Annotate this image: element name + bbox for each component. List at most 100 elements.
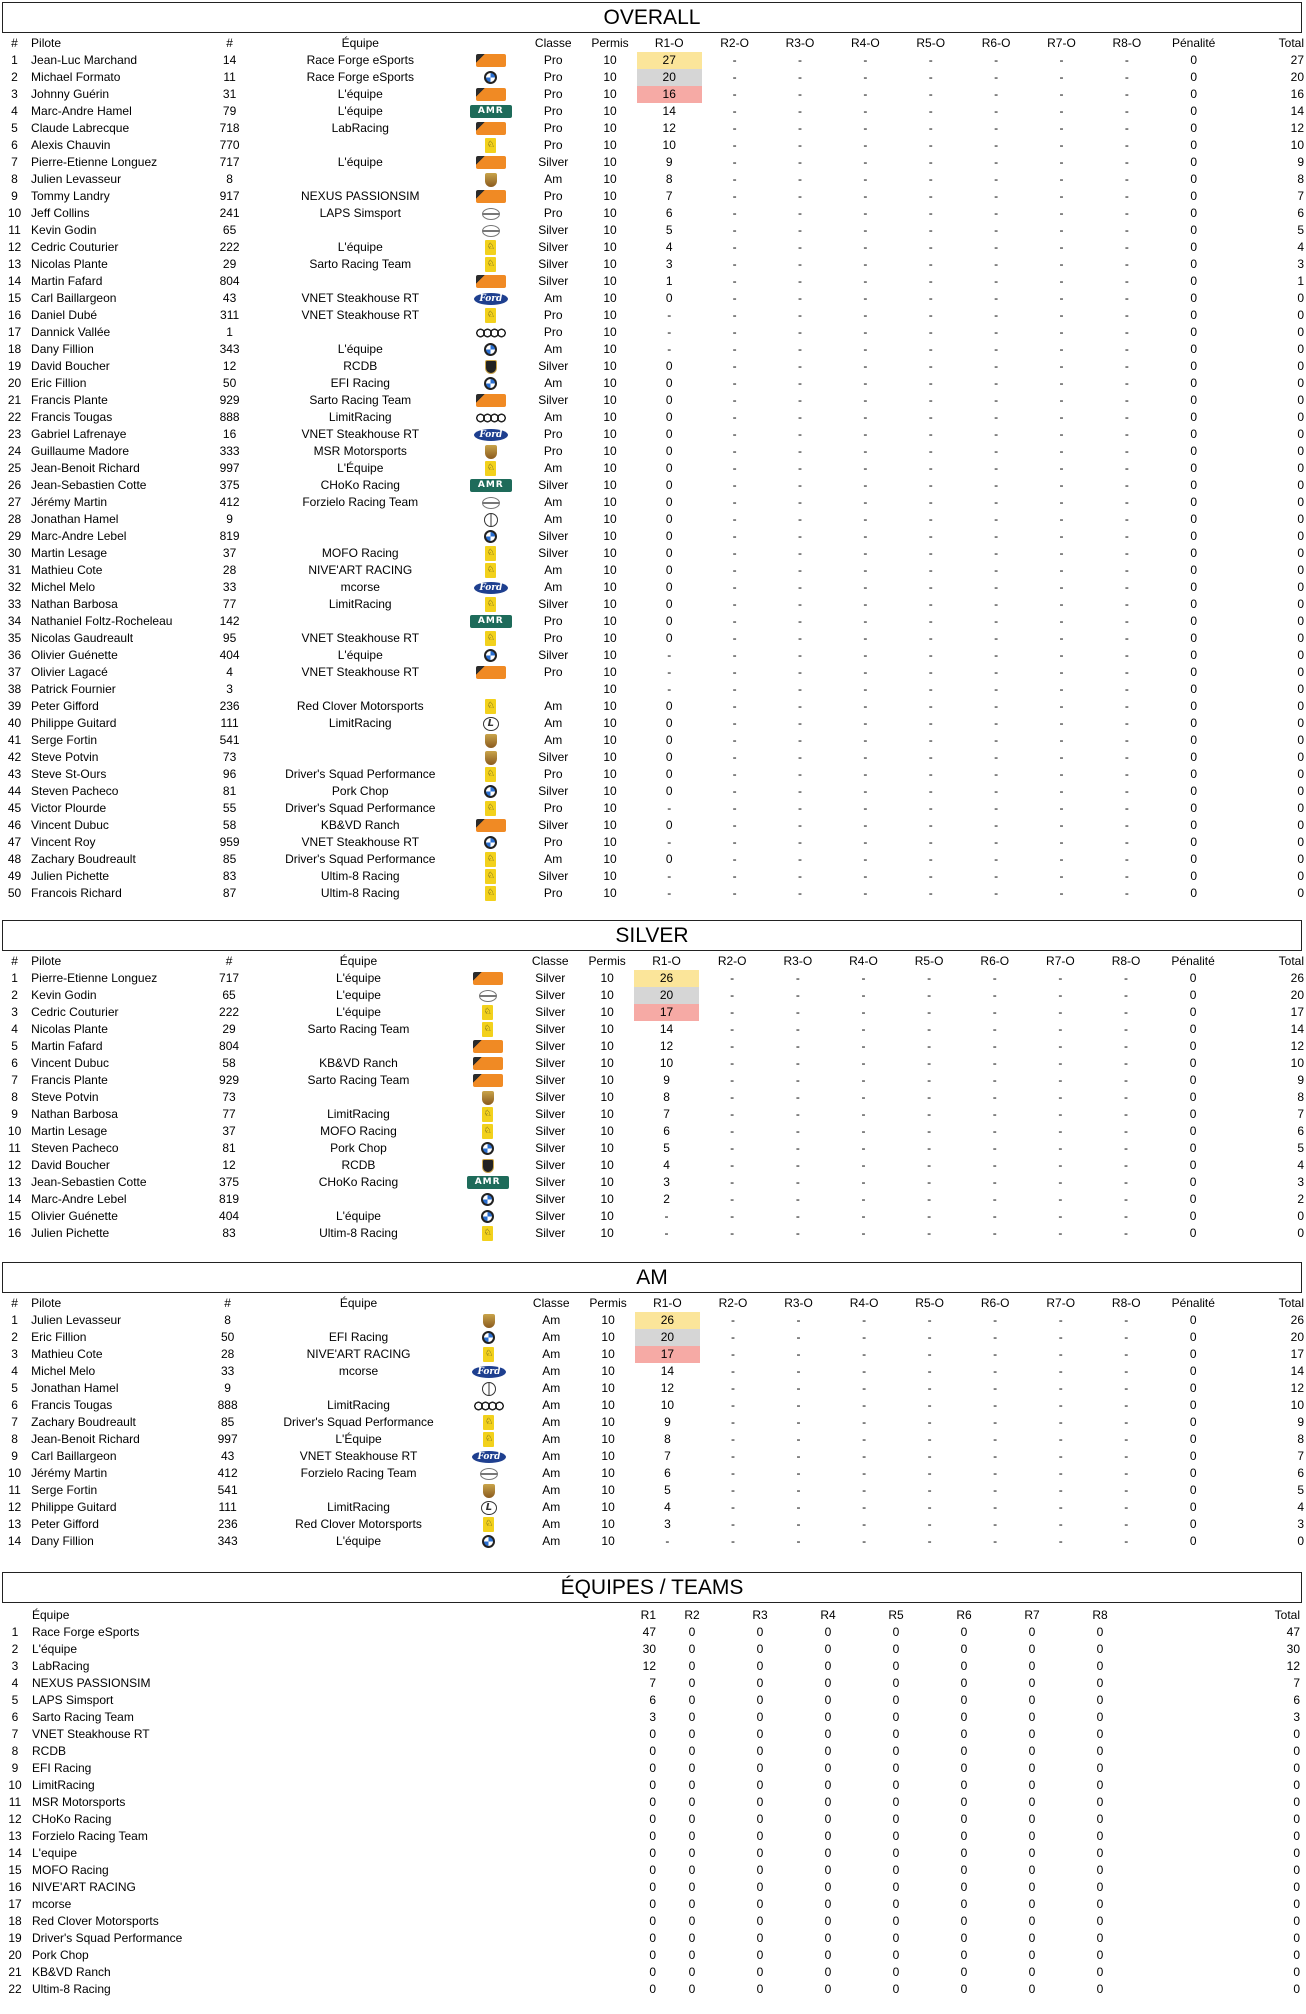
cell-r4: -: [861, 1090, 866, 1104]
cell-total: 0: [1297, 682, 1304, 696]
table-row: 22 Ultim-8 Racing 0 0 0 0 0 0 0 0 0: [0, 1981, 1302, 1998]
cell-penalty: 0: [1190, 665, 1198, 679]
table-row: 46 Vincent Dubuc 58 KB&VD Ranch Silver 10 0- - -…: [0, 817, 1306, 834]
bmw-logo-icon: [484, 836, 498, 850]
cell-number: 65: [222, 988, 236, 1002]
cell-r5: 0: [892, 1948, 900, 1962]
brand-cell: ♘: [455, 1004, 520, 1021]
cell-number: 85: [222, 852, 237, 866]
table-row: 19 Driver's Squad Performance 0 0 0 0 0 0 0 0 0: [0, 1930, 1302, 1947]
cell-r5: -: [928, 869, 933, 883]
ferrari-logo-icon: ♘: [485, 801, 497, 817]
cell-r4: -: [863, 155, 868, 169]
cell-r7: -: [1058, 1090, 1063, 1104]
cell-class: Am: [542, 1398, 561, 1412]
cell-r1: 0: [665, 393, 673, 407]
cell-r8: -: [1124, 478, 1129, 492]
cell-r5: -: [928, 206, 933, 220]
cell-pilot: Michel Melo: [31, 1364, 96, 1378]
cell-class: Silver: [538, 359, 569, 373]
cell-penalty: 0: [1189, 1124, 1197, 1138]
cell-r6: -: [994, 665, 999, 679]
cell-r4: -: [863, 631, 868, 645]
cell-team: Ultim-8 Racing: [32, 1982, 111, 1996]
cell-pos: 17: [8, 1897, 22, 1911]
cell-penalty: 0: [1190, 597, 1198, 611]
cell-r1: -: [665, 1534, 670, 1548]
cell-penalty: 0: [1190, 886, 1198, 900]
cell-license: 10: [603, 410, 617, 424]
cell-r2: -: [730, 1483, 735, 1497]
cell-penalty: 0: [1189, 1432, 1197, 1446]
ford-logo-icon: Ford: [473, 428, 508, 441]
cell-r5: -: [928, 682, 933, 696]
cell-license: 10: [601, 1415, 615, 1429]
cell-r1: 12: [660, 1381, 675, 1395]
brand-cell: [459, 834, 524, 851]
cell-number: 4: [226, 665, 233, 679]
cell-class: Silver: [535, 1209, 566, 1223]
brand-cell: ♘: [459, 630, 524, 647]
brand-cell: [455, 1208, 520, 1225]
cell-pos: 8: [11, 1432, 18, 1446]
cell-r1: 6: [665, 206, 673, 220]
mclaren-logo-icon: [475, 54, 506, 68]
cell-penalty: 0: [1189, 1039, 1197, 1053]
cell-r6: -: [993, 1381, 998, 1395]
cell-r4: -: [863, 70, 868, 84]
cell-pilot: Dany Fillion: [31, 342, 94, 356]
cell-number: 1: [226, 325, 233, 339]
table-row: 1 Race Forge eSports 47 0 0 0 0 0 0 0 47: [0, 1624, 1302, 1641]
cell-r2: -: [732, 104, 737, 118]
cell-total: 0: [1297, 325, 1304, 339]
cell-r7: -: [1059, 206, 1064, 220]
cell-r1: 0: [665, 852, 673, 866]
cell-total: 14: [1290, 1022, 1304, 1036]
cell-pilot: Jeff Collins: [31, 206, 90, 220]
bmw-logo-icon: [482, 1331, 496, 1345]
ferrari-logo-icon: ♘: [485, 308, 497, 324]
cell-r5: -: [928, 818, 933, 832]
cell-pos: 12: [7, 240, 22, 254]
cell-r1: 4: [664, 1500, 671, 1514]
cell-r6: -: [994, 869, 999, 883]
cell-r4: 0: [824, 1948, 832, 1962]
cell-r3: 0: [756, 1625, 764, 1639]
cell-r2: 0: [688, 1761, 696, 1775]
nissan-logo-icon: [481, 496, 500, 509]
cell-r3: -: [797, 801, 802, 815]
cell-penalty: 0: [1189, 1090, 1197, 1104]
cell-license: 10: [600, 988, 614, 1002]
cell-r7: -: [1059, 104, 1064, 118]
cell-r6: -: [994, 121, 999, 135]
cell-pos: 12: [7, 1158, 22, 1172]
bmw-logo-icon: [484, 377, 498, 391]
cell-penalty: 0: [1189, 1056, 1197, 1070]
cell-r1: 0: [649, 1948, 656, 1962]
cell-team: [262, 749, 459, 766]
cell-team: [260, 1380, 457, 1397]
cell-pos: 21: [7, 393, 22, 407]
cell-pos: 46: [7, 818, 22, 832]
cell-r2: -: [732, 274, 737, 288]
cell-pos: 14: [7, 274, 22, 288]
cell-team: Pork Chop: [32, 1948, 89, 1962]
cell-r7: -: [1059, 478, 1064, 492]
cell-r1: 5: [665, 223, 673, 237]
cell-pos: 19: [7, 359, 22, 373]
cell-penalty: 0: [1189, 988, 1197, 1002]
table-row: 40 Philippe Guitard 111 LimitRacing L Am 10 0- -…: [0, 715, 1306, 732]
cell-r8: -: [1124, 1209, 1129, 1223]
cell-class: Am: [542, 1330, 561, 1344]
cell-r5: 0: [892, 1778, 900, 1792]
cell-penalty: 0: [1189, 1313, 1197, 1327]
cell-r1: 0: [665, 818, 673, 832]
cell-r1: -: [667, 801, 672, 815]
cell-class: Am: [544, 291, 563, 305]
cell-r2: -: [732, 376, 737, 390]
cell-r6: -: [992, 1107, 997, 1121]
cell-pos: 6: [11, 1056, 18, 1070]
cell-r4: -: [863, 104, 868, 118]
cell-r6: 0: [960, 1914, 968, 1928]
cell-r6: -: [992, 1022, 997, 1036]
